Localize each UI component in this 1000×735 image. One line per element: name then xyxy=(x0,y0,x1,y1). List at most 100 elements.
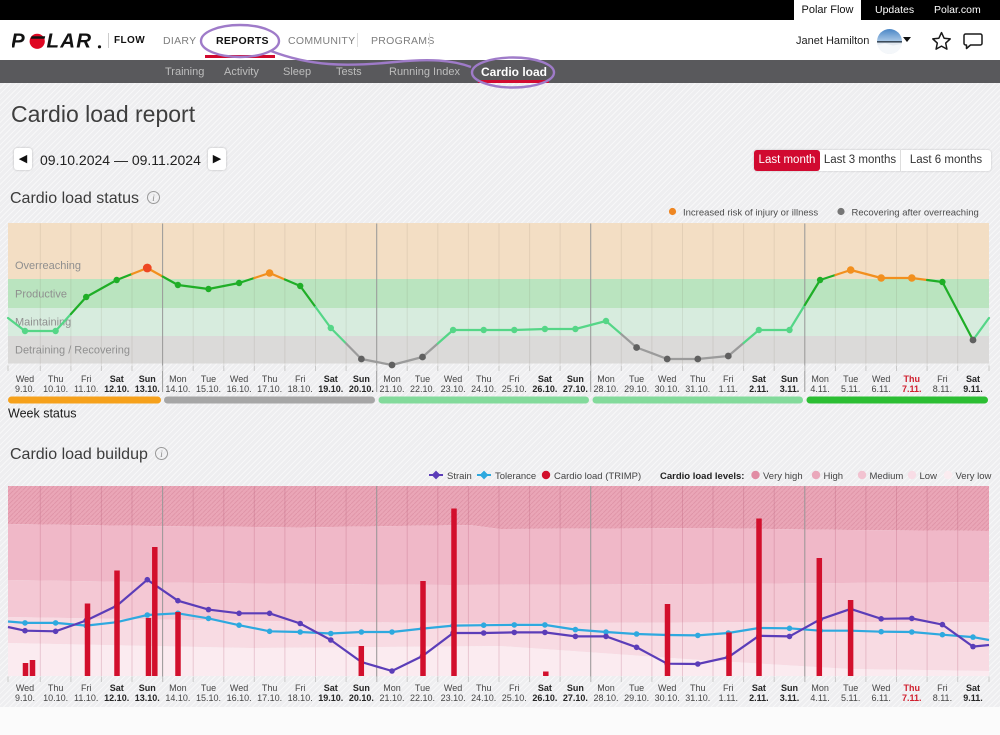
svg-text:Sat: Sat xyxy=(110,683,124,693)
svg-text:6.11.: 6.11. xyxy=(872,693,891,703)
svg-text:11.10.: 11.10. xyxy=(74,693,98,703)
svg-text:16.10.: 16.10. xyxy=(227,384,252,394)
svg-text:Mon: Mon xyxy=(383,683,401,693)
svg-text:21.10.: 21.10. xyxy=(379,384,404,394)
svg-text:Sun: Sun xyxy=(567,683,584,693)
svg-text:31.10.: 31.10. xyxy=(685,384,710,394)
svg-text:23.10.: 23.10. xyxy=(441,384,466,394)
svg-text:Sun: Sun xyxy=(139,683,156,693)
svg-text:9.11.: 9.11. xyxy=(963,693,983,703)
svg-text:22.10.: 22.10. xyxy=(410,384,435,394)
svg-text:18.10.: 18.10. xyxy=(288,384,313,394)
svg-text:22.10.: 22.10. xyxy=(410,693,435,703)
svg-text:Sat: Sat xyxy=(324,683,338,693)
svg-text:3.11.: 3.11. xyxy=(780,384,800,394)
svg-text:Mon: Mon xyxy=(383,374,401,384)
svg-text:Sat: Sat xyxy=(966,374,980,384)
svg-text:Cardio load levels:: Cardio load levels: xyxy=(660,471,744,482)
svg-text:28.10.: 28.10. xyxy=(593,384,618,394)
svg-text:Thu: Thu xyxy=(690,374,706,384)
svg-text:Sun: Sun xyxy=(567,374,584,384)
svg-text:Sun: Sun xyxy=(353,374,370,384)
svg-text:Sun: Sun xyxy=(781,374,798,384)
svg-text:25.10.: 25.10. xyxy=(502,693,527,703)
svg-text:Thu: Thu xyxy=(904,683,921,693)
svg-text:10.10.: 10.10. xyxy=(43,384,68,394)
svg-text:Fri: Fri xyxy=(81,683,92,693)
svg-text:Thu: Thu xyxy=(48,374,64,384)
svg-text:17.10.: 17.10. xyxy=(257,384,282,394)
svg-text:11.10.: 11.10. xyxy=(74,384,98,394)
svg-text:Tolerance: Tolerance xyxy=(495,471,536,482)
svg-text:Tue: Tue xyxy=(415,683,430,693)
svg-text:6.11.: 6.11. xyxy=(872,384,891,394)
svg-text:Tue: Tue xyxy=(843,374,858,384)
svg-text:Sat: Sat xyxy=(538,683,552,693)
svg-text:Fri: Fri xyxy=(937,683,948,693)
svg-text:15.10.: 15.10. xyxy=(196,384,221,394)
svg-text:Mon: Mon xyxy=(597,374,615,384)
svg-text:Recovering after overreaching: Recovering after overreaching xyxy=(852,208,979,219)
svg-text:Fri: Fri xyxy=(509,374,520,384)
svg-text:Sun: Sun xyxy=(781,683,798,693)
svg-text:28.10.: 28.10. xyxy=(593,693,618,703)
svg-text:8.11.: 8.11. xyxy=(933,384,952,394)
svg-text:9.10.: 9.10. xyxy=(15,693,35,703)
svg-text:Detraining / Recovering: Detraining / Recovering xyxy=(15,345,130,357)
svg-text:Mon: Mon xyxy=(597,683,615,693)
svg-text:30.10.: 30.10. xyxy=(655,693,680,703)
svg-text:Fri: Fri xyxy=(723,683,734,693)
svg-text:Increased risk of injury or il: Increased risk of injury or illness xyxy=(683,208,818,219)
svg-text:Sat: Sat xyxy=(752,374,766,384)
svg-text:Wed: Wed xyxy=(444,374,462,384)
svg-text:Sat: Sat xyxy=(966,683,980,693)
svg-text:Fri: Fri xyxy=(937,374,948,384)
svg-text:12.10.: 12.10. xyxy=(104,693,129,703)
svg-text:2.11.: 2.11. xyxy=(749,384,769,394)
svg-text:1.11.: 1.11. xyxy=(719,384,738,394)
svg-text:Sat: Sat xyxy=(752,683,766,693)
svg-text:Thu: Thu xyxy=(690,683,706,693)
svg-text:Thu: Thu xyxy=(262,683,278,693)
svg-text:30.10.: 30.10. xyxy=(655,384,680,394)
svg-text:Fri: Fri xyxy=(295,683,306,693)
svg-text:Sun: Sun xyxy=(353,683,370,693)
svg-text:Wed: Wed xyxy=(872,683,890,693)
svg-text:Productive: Productive xyxy=(15,289,67,301)
svg-text:12.10.: 12.10. xyxy=(104,384,129,394)
svg-text:31.10.: 31.10. xyxy=(685,693,710,703)
svg-text:Strain: Strain xyxy=(447,471,472,482)
svg-text:Wed: Wed xyxy=(872,374,890,384)
svg-text:Medium: Medium xyxy=(870,471,904,482)
svg-text:Fri: Fri xyxy=(723,374,734,384)
svg-text:26.10.: 26.10. xyxy=(532,384,557,394)
svg-text:Mon: Mon xyxy=(169,374,187,384)
svg-text:Thu: Thu xyxy=(48,683,64,693)
svg-text:13.10.: 13.10. xyxy=(135,693,160,703)
svg-text:20.10.: 20.10. xyxy=(349,693,374,703)
svg-text:Wed: Wed xyxy=(658,374,676,384)
svg-text:19.10.: 19.10. xyxy=(318,693,343,703)
svg-text:16.10.: 16.10. xyxy=(227,693,252,703)
svg-text:Thu: Thu xyxy=(262,374,278,384)
svg-text:Thu: Thu xyxy=(476,374,492,384)
svg-text:Mon: Mon xyxy=(169,683,187,693)
svg-text:29.10.: 29.10. xyxy=(624,693,649,703)
svg-text:7.11.: 7.11. xyxy=(902,384,922,394)
svg-text:9.11.: 9.11. xyxy=(963,384,983,394)
svg-text:24.10.: 24.10. xyxy=(471,693,496,703)
svg-text:High: High xyxy=(824,471,844,482)
svg-text:Thu: Thu xyxy=(476,683,492,693)
svg-text:8.11.: 8.11. xyxy=(933,693,952,703)
svg-text:Wed: Wed xyxy=(16,683,34,693)
svg-text:Fri: Fri xyxy=(295,374,306,384)
svg-text:Tue: Tue xyxy=(201,683,216,693)
svg-text:Overreaching: Overreaching xyxy=(15,260,81,272)
svg-text:5.11.: 5.11. xyxy=(841,693,860,703)
svg-text:18.10.: 18.10. xyxy=(288,693,313,703)
svg-text:19.10.: 19.10. xyxy=(318,384,343,394)
svg-text:Tue: Tue xyxy=(843,683,858,693)
svg-text:14.10.: 14.10. xyxy=(165,384,190,394)
svg-text:Sat: Sat xyxy=(110,374,124,384)
svg-text:27.10.: 27.10. xyxy=(563,693,588,703)
